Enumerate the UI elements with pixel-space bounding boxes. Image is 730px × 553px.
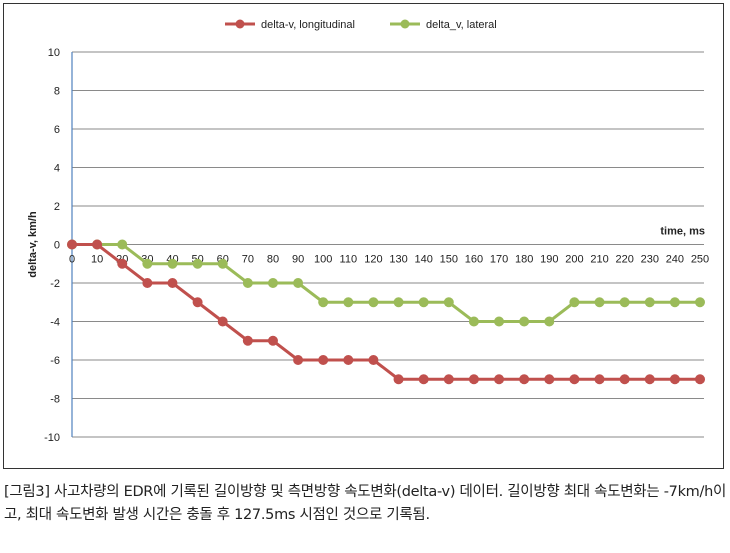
legend-marker	[235, 19, 245, 29]
data-point	[569, 374, 580, 385]
data-point	[594, 374, 605, 385]
data-point	[242, 335, 253, 346]
data-point	[468, 374, 479, 385]
data-point	[594, 297, 605, 308]
x-tick-label: 90	[292, 254, 304, 266]
data-point	[192, 297, 203, 308]
x-tick-label: 180	[515, 254, 533, 266]
x-axis-title: time, ms	[660, 226, 705, 238]
y-tick-label: 2	[54, 201, 60, 213]
data-point	[418, 374, 429, 385]
data-point	[468, 316, 479, 327]
y-tick-label: -2	[50, 278, 60, 290]
data-point	[318, 297, 329, 308]
x-tick-label: 0	[69, 254, 75, 266]
data-point	[368, 355, 379, 365]
x-tick-label: 150	[440, 254, 458, 266]
data-point	[67, 239, 77, 250]
data-point	[393, 374, 404, 385]
data-point	[217, 258, 228, 269]
x-tick-label: 240	[666, 254, 684, 266]
data-point	[117, 258, 128, 269]
y-tick-label: -6	[50, 355, 60, 367]
data-point	[318, 355, 329, 365]
x-tick-label: 70	[242, 254, 254, 266]
data-point	[217, 316, 228, 327]
data-point	[142, 278, 153, 288]
data-point	[418, 297, 429, 308]
x-tick-label: 10	[91, 254, 103, 266]
data-point	[167, 278, 178, 288]
legend-label: delta_v, lateral	[426, 19, 497, 31]
data-point	[293, 278, 304, 288]
data-point	[619, 374, 630, 385]
data-point	[519, 316, 530, 327]
data-point	[619, 297, 630, 308]
y-tick-label: 10	[48, 47, 60, 59]
y-tick-label: -8	[50, 394, 60, 406]
data-point	[644, 297, 655, 308]
y-tick-label: 0	[54, 240, 60, 252]
x-tick-label: 230	[641, 254, 659, 266]
data-point	[695, 297, 705, 308]
data-point	[192, 258, 203, 269]
data-point	[267, 278, 278, 288]
y-tick-label: -4	[50, 317, 60, 329]
data-point	[443, 297, 454, 308]
x-tick-label: 210	[590, 254, 608, 266]
x-tick-label: 160	[465, 254, 483, 266]
data-point	[669, 297, 680, 308]
x-tick-label: 130	[389, 254, 407, 266]
legend-marker	[400, 19, 410, 29]
data-point	[167, 258, 178, 269]
data-point	[544, 316, 555, 327]
figure-caption: [그림3] 사고차량의 EDR에 기록된 길이방향 및 측면방향 속도변화(de…	[4, 484, 726, 523]
x-tick-label: 250	[691, 254, 709, 266]
data-point	[267, 335, 278, 346]
x-tick-label: 190	[540, 254, 558, 266]
x-tick-label: 110	[340, 254, 358, 266]
x-tick-label: 80	[267, 254, 279, 266]
y-tick-label: 8	[54, 86, 60, 98]
data-point	[92, 239, 103, 250]
x-tick-label: 170	[490, 254, 508, 266]
data-point	[343, 355, 354, 365]
data-point	[569, 297, 580, 308]
chart-frame	[3, 3, 724, 469]
data-point	[494, 316, 505, 327]
data-point	[544, 374, 555, 385]
data-point	[644, 374, 655, 385]
data-point	[293, 355, 304, 365]
legend-label: delta-v, longitudinal	[261, 19, 355, 31]
data-point	[494, 374, 505, 385]
data-point	[443, 374, 454, 385]
data-point	[368, 297, 379, 308]
y-axis-title: delta-v, km/h	[27, 211, 39, 278]
data-point	[142, 258, 153, 269]
data-point	[242, 278, 253, 288]
y-tick-label: 4	[54, 163, 60, 175]
data-point	[519, 374, 530, 385]
x-tick-label: 220	[615, 254, 633, 266]
x-tick-label: 140	[415, 254, 433, 266]
y-tick-label: -10	[44, 432, 60, 444]
data-point	[343, 297, 354, 308]
line-chart: 1086420-2-4-6-8-100102030405060708090100…	[27, 19, 709, 444]
data-point	[393, 297, 404, 308]
data-point	[117, 239, 128, 250]
y-tick-label: 6	[54, 124, 60, 136]
data-point	[669, 374, 680, 385]
x-tick-label: 120	[364, 254, 382, 266]
x-tick-label: 200	[565, 254, 583, 266]
x-tick-label: 100	[314, 254, 332, 266]
data-point	[695, 374, 705, 385]
